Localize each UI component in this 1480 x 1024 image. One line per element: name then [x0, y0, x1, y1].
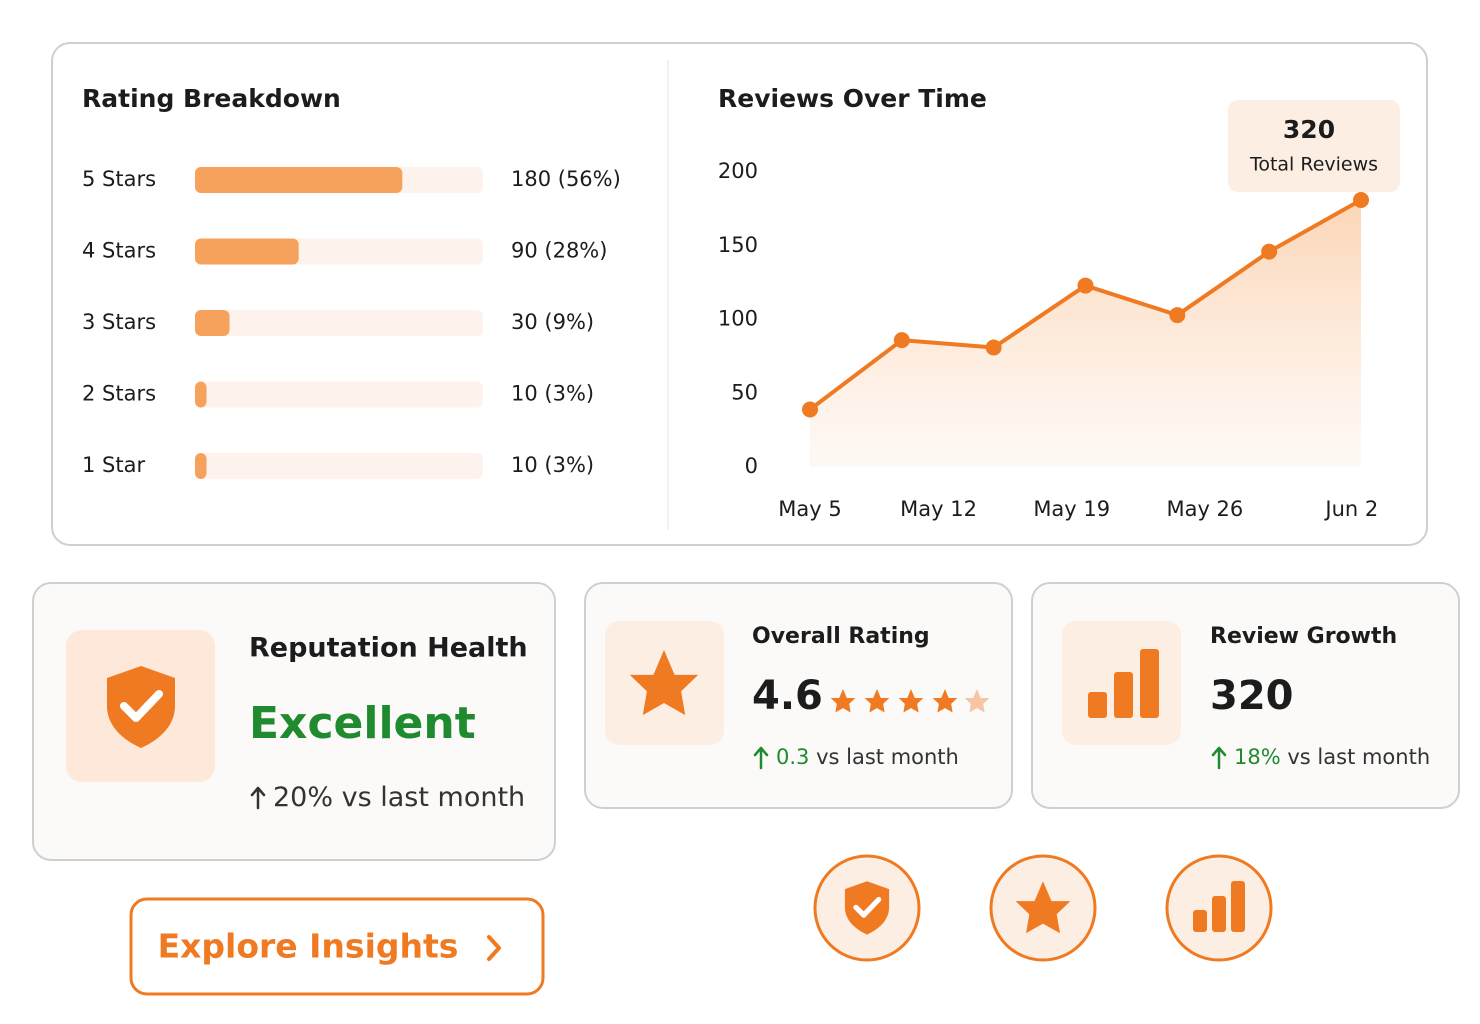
y-tick-label: 50	[731, 380, 758, 404]
change-note: vs last month	[816, 745, 959, 769]
category-label: 4 Stars	[82, 239, 156, 263]
x-tick-label: Jun 2	[1323, 497, 1378, 521]
bars-icon	[1088, 649, 1159, 718]
chevron	[487, 935, 501, 961]
card-title: Review Growth	[1210, 624, 1397, 649]
chart-title: Rating Breakdown	[82, 84, 341, 113]
y-tick-label: 200	[718, 159, 758, 183]
bar-track	[195, 381, 483, 408]
up-arrow	[250, 786, 266, 810]
card-change: 18% vs last month	[1234, 745, 1430, 769]
change-value: 18%	[1234, 745, 1281, 769]
value-label: 10 (3%)	[511, 382, 594, 406]
bar-track	[195, 453, 483, 479]
card-value: Excellent	[249, 698, 476, 749]
up-arrow	[1211, 746, 1227, 770]
value-label: 30 (9%)	[511, 310, 594, 334]
x-tick-label: May 5	[778, 497, 841, 521]
point	[802, 401, 818, 418]
point	[1169, 307, 1186, 324]
change-note: vs last month	[342, 782, 526, 813]
bar	[195, 310, 230, 336]
card-value: 4.6	[752, 673, 823, 719]
circle-icon[interactable]	[989, 854, 1097, 962]
card-title: Overall Rating	[752, 624, 930, 649]
y-tick-label: 100	[718, 307, 758, 331]
value-label: 10 (3%)	[511, 453, 594, 477]
card-change: 0.3 vs last month	[776, 745, 959, 769]
change-value: 0.3	[776, 745, 809, 769]
button-label[interactable]: Explore Insights	[158, 927, 459, 966]
category-label: 1 Star	[82, 453, 145, 477]
change-note: vs last month	[1287, 745, 1430, 769]
x-tick-label: May 12	[900, 497, 977, 521]
total-box	[1228, 100, 1400, 192]
category-label: 3 Stars	[82, 310, 156, 334]
y-tick-label: 0	[745, 454, 758, 478]
bar	[195, 453, 207, 479]
category-label: 2 Stars	[82, 382, 156, 406]
category-label: 5 Stars	[82, 167, 156, 191]
chart-title: Reviews Over Time	[718, 84, 987, 113]
point	[985, 339, 1002, 356]
point	[1261, 243, 1278, 260]
value-label: 180 (56%)	[511, 167, 621, 191]
card-value: 320	[1210, 673, 1294, 719]
bar	[195, 381, 207, 408]
card-title: Reputation Health	[249, 633, 528, 664]
bar	[195, 167, 403, 193]
bar	[195, 238, 299, 265]
x-tick-label: May 26	[1166, 497, 1243, 521]
change-value: 20%	[273, 782, 333, 813]
value-label: 90 (28%)	[511, 239, 607, 263]
y-tick-label: 150	[718, 233, 758, 257]
circle-icon[interactable]	[813, 854, 921, 962]
bar-track	[195, 310, 483, 336]
total-label: Total Reviews	[1249, 154, 1378, 176]
point	[1077, 277, 1094, 294]
area	[810, 200, 1361, 467]
x-tick-label: May 19	[1033, 497, 1110, 521]
shield-icon	[107, 666, 175, 748]
total-value: 320	[1283, 115, 1335, 144]
circle-icon[interactable]	[1165, 854, 1273, 962]
point	[1353, 192, 1369, 209]
card-change: 20% vs last month	[273, 782, 525, 813]
explore-button[interactable]	[129, 897, 545, 996]
point	[893, 332, 910, 349]
up-arrow	[753, 746, 769, 770]
